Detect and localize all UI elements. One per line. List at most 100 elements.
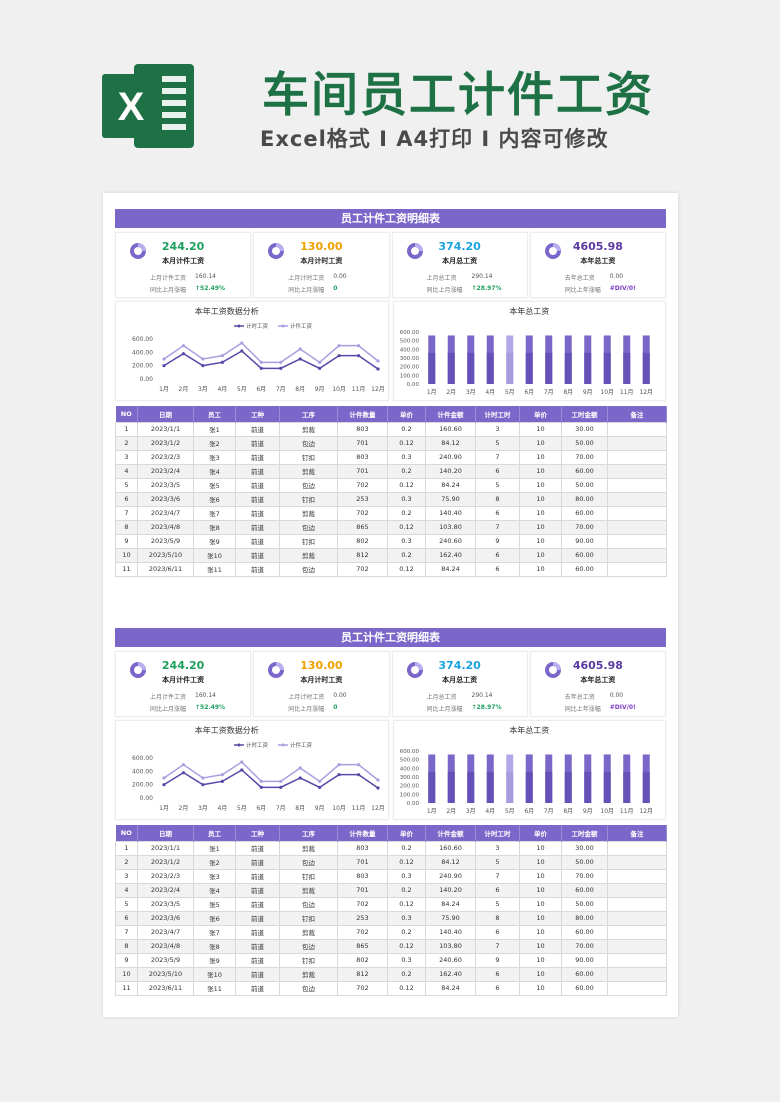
table-cell[interactable]: 2023/3/5 [137, 477, 194, 493]
table-cell[interactable]: 7 [475, 868, 520, 884]
table-cell[interactable]: 剪裁 [279, 421, 338, 437]
table-cell[interactable]: 6 [475, 463, 520, 479]
table-cell[interactable]: 剪裁 [279, 463, 338, 479]
table-cell[interactable]: 2023/4/8 [137, 938, 194, 954]
table-cell[interactable]: 张9 [193, 533, 236, 549]
table-cell[interactable]: 11 [115, 980, 138, 996]
table-cell[interactable]: 张3 [193, 868, 236, 884]
table-cell[interactable]: 前道 [235, 952, 280, 968]
table-cell[interactable]: 钉扣 [279, 868, 338, 884]
table-cell[interactable]: 8 [115, 938, 138, 954]
table-cell[interactable] [607, 896, 667, 912]
table-cell[interactable]: 10 [519, 952, 562, 968]
table-cell[interactable]: 0.2 [387, 882, 426, 898]
table-cell[interactable]: 30.00 [561, 421, 608, 437]
table-cell[interactable]: 60.00 [561, 561, 608, 577]
table-cell[interactable]: 75.90 [425, 910, 476, 926]
table-cell[interactable]: 2023/4/8 [137, 519, 194, 535]
table-cell[interactable]: 802 [337, 952, 388, 968]
table-cell[interactable]: 2023/4/7 [137, 924, 194, 940]
table-cell[interactable]: 90.00 [561, 952, 608, 968]
table-cell[interactable]: 前道 [235, 505, 280, 521]
table-cell[interactable]: 包边 [279, 980, 338, 996]
table-cell[interactable]: 包边 [279, 519, 338, 535]
table-cell[interactable] [607, 924, 667, 940]
table-cell[interactable]: 84.24 [425, 561, 476, 577]
table-cell[interactable]: 2023/6/11 [137, 980, 194, 996]
table-cell[interactable] [607, 938, 667, 954]
table-cell[interactable]: 84.24 [425, 477, 476, 493]
table-cell[interactable]: 张7 [193, 505, 236, 521]
table-cell[interactable]: 0.12 [387, 561, 426, 577]
table-cell[interactable]: 2023/2/4 [137, 463, 194, 479]
table-cell[interactable]: 10 [115, 547, 138, 563]
table-cell[interactable]: 10 [519, 449, 562, 465]
table-cell[interactable]: 钉扣 [279, 449, 338, 465]
table-cell[interactable]: 702 [337, 505, 388, 521]
table-cell[interactable]: 前道 [235, 868, 280, 884]
table-cell[interactable]: 张5 [193, 896, 236, 912]
table-cell[interactable]: 2023/1/1 [137, 840, 194, 856]
table-cell[interactable]: 2023/5/9 [137, 533, 194, 549]
table-cell[interactable]: 2 [115, 435, 138, 451]
table-cell[interactable]: 3 [475, 421, 520, 437]
table-cell[interactable]: 5 [115, 477, 138, 493]
table-cell[interactable]: 1 [115, 840, 138, 856]
table-cell[interactable]: 10 [519, 966, 562, 982]
table-cell[interactable]: 162.40 [425, 547, 476, 563]
table-cell[interactable] [607, 882, 667, 898]
table-cell[interactable]: 包边 [279, 938, 338, 954]
table-cell[interactable]: 前道 [235, 840, 280, 856]
table-cell[interactable]: 张3 [193, 449, 236, 465]
table-cell[interactable]: 803 [337, 449, 388, 465]
table-cell[interactable] [607, 435, 667, 451]
table-cell[interactable]: 张8 [193, 938, 236, 954]
table-cell[interactable]: 240.60 [425, 533, 476, 549]
table-cell[interactable]: 3 [115, 868, 138, 884]
table-cell[interactable]: 70.00 [561, 938, 608, 954]
table-cell[interactable]: 前道 [235, 477, 280, 493]
table-cell[interactable]: 5 [475, 435, 520, 451]
table-cell[interactable]: 10 [519, 533, 562, 549]
table-cell[interactable]: 2023/5/10 [137, 547, 194, 563]
table-cell[interactable]: 50.00 [561, 477, 608, 493]
table-cell[interactable]: 10 [519, 463, 562, 479]
table-cell[interactable]: 张9 [193, 952, 236, 968]
table-cell[interactable] [607, 505, 667, 521]
table-cell[interactable]: 50.00 [561, 435, 608, 451]
table-cell[interactable]: 张11 [193, 561, 236, 577]
table-cell[interactable]: 10 [519, 435, 562, 451]
table-cell[interactable]: 前道 [235, 519, 280, 535]
table-cell[interactable]: 包边 [279, 896, 338, 912]
table-cell[interactable] [607, 463, 667, 479]
table-cell[interactable]: 2023/2/3 [137, 868, 194, 884]
table-cell[interactable]: 80.00 [561, 491, 608, 507]
table-cell[interactable]: 70.00 [561, 449, 608, 465]
table-cell[interactable]: 60.00 [561, 463, 608, 479]
table-cell[interactable]: 包边 [279, 477, 338, 493]
table-cell[interactable]: 0.12 [387, 519, 426, 535]
table-cell[interactable]: 2023/3/6 [137, 910, 194, 926]
table-cell[interactable]: 702 [337, 477, 388, 493]
table-cell[interactable]: 剪裁 [279, 882, 338, 898]
table-cell[interactable]: 160.60 [425, 421, 476, 437]
table-cell[interactable]: 张8 [193, 519, 236, 535]
table-cell[interactable]: 前道 [235, 854, 280, 870]
table-cell[interactable]: 包边 [279, 854, 338, 870]
table-cell[interactable]: 84.24 [425, 980, 476, 996]
table-cell[interactable]: 0.3 [387, 952, 426, 968]
table-cell[interactable]: 张10 [193, 966, 236, 982]
table-cell[interactable]: 0.12 [387, 435, 426, 451]
table-cell[interactable]: 张4 [193, 463, 236, 479]
table-cell[interactable]: 80.00 [561, 910, 608, 926]
table-cell[interactable]: 剪裁 [279, 547, 338, 563]
table-cell[interactable]: 10 [519, 896, 562, 912]
table-cell[interactable]: 5 [475, 854, 520, 870]
table-cell[interactable]: 4 [115, 882, 138, 898]
table-cell[interactable]: 2023/1/2 [137, 854, 194, 870]
table-cell[interactable]: 10 [115, 966, 138, 982]
table-cell[interactable]: 4 [115, 463, 138, 479]
table-cell[interactable]: 张4 [193, 882, 236, 898]
table-cell[interactable]: 8 [115, 519, 138, 535]
table-cell[interactable] [607, 477, 667, 493]
